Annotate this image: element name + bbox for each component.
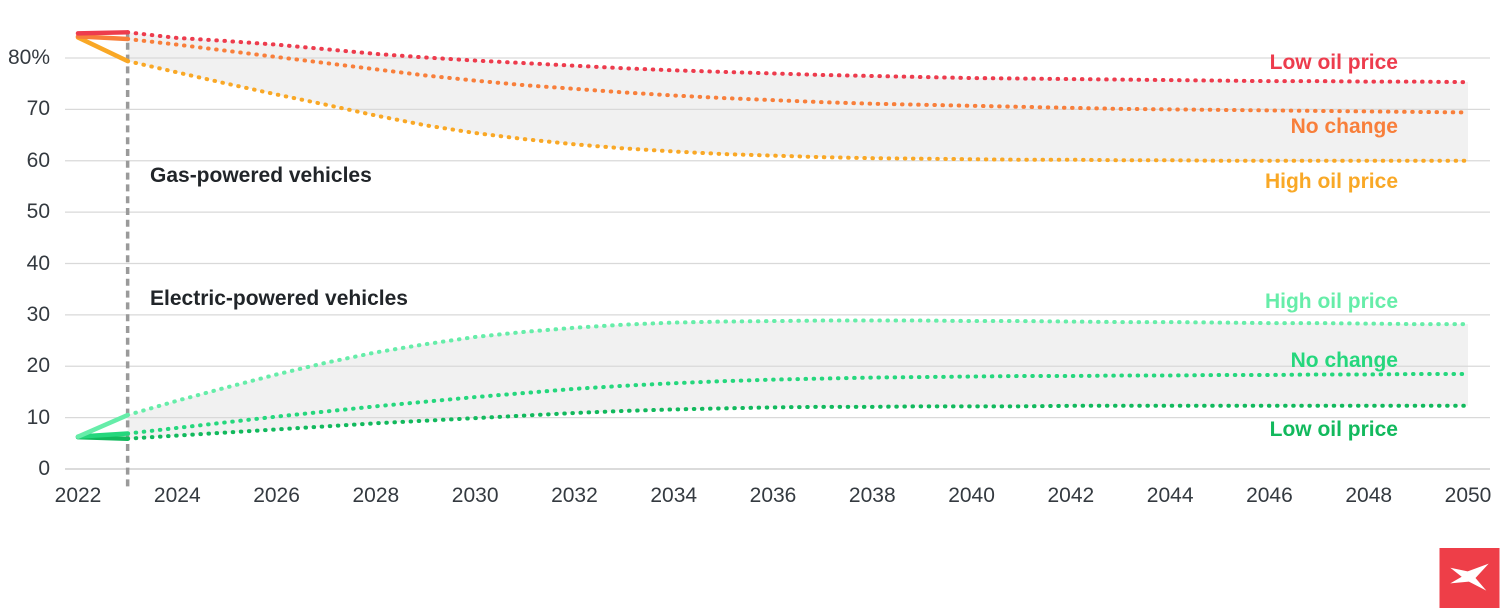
gas-group-label: Gas-powered vehicles <box>150 164 372 187</box>
y-axis-tick: 70 <box>26 97 50 121</box>
xtb-logo-x-bird <box>1450 563 1489 591</box>
legend-gas-high-oil-price: High oil price <box>1264 170 1398 193</box>
x-axis-tick: 2046 <box>1246 484 1293 507</box>
scenario-band <box>127 32 1469 161</box>
series-projection-gas-high-oil-price <box>125 59 1471 163</box>
x-axis-tick: 2024 <box>153 484 201 507</box>
x-axis-tick: 2042 <box>1047 484 1095 507</box>
x-axis-tick: 2026 <box>253 484 300 507</box>
x-axis-tick: 2038 <box>848 484 896 507</box>
x-axis-tick: 2048 <box>1345 484 1393 507</box>
y-axis-tick: 80% <box>7 46 50 69</box>
legend-electric-no-change: No change <box>1290 349 1398 372</box>
electric-group-label: Electric-powered vehicles <box>150 287 408 310</box>
x-axis-tick: 2040 <box>948 484 995 507</box>
series-history-gas-high-oil-price <box>75 35 130 64</box>
y-axis-tick: 20 <box>26 354 50 378</box>
legend-electric-low-oil-price: Low oil price <box>1269 418 1398 441</box>
series-projection-electric-high-oil-price <box>125 318 1471 418</box>
y-axis-tick: 60 <box>26 148 50 172</box>
series-history-electric-high-oil-price <box>75 412 130 439</box>
legend-gas-low-oil-price: Low oil price <box>1269 51 1398 74</box>
series-projection-gas-low-oil-price <box>125 30 1471 85</box>
x-axis-tick: 2034 <box>650 484 698 507</box>
series-history-electric-no-change <box>75 431 130 439</box>
x-axis-tick: 2028 <box>352 484 400 507</box>
y-axis-tick: 50 <box>26 200 50 224</box>
x-axis-tick: 2032 <box>551 484 598 507</box>
series-projection-gas-no-change <box>125 36 1471 115</box>
series-projection-electric-no-change <box>125 371 1471 436</box>
legend-gas-no-change: No change <box>1290 115 1398 138</box>
x-axis-tick: 2050 <box>1444 484 1492 507</box>
xtb-logo-glyph <box>1439 548 1500 608</box>
y-axis-tick: 0 <box>38 457 50 480</box>
x-axis-tick: 2044 <box>1146 484 1194 507</box>
y-axis-tick: 40 <box>26 251 50 275</box>
series-projection-electric-low-oil-price <box>125 403 1471 441</box>
x-axis-tick: 2036 <box>749 484 797 507</box>
series-history-gas-no-change <box>75 34 130 42</box>
x-axis-tick: 2030 <box>451 484 499 507</box>
y-axis-tick: 30 <box>26 302 50 326</box>
xtb-logo <box>1439 548 1500 608</box>
legend-electric-high-oil-price: High oil price <box>1264 290 1398 313</box>
y-axis-tick: 10 <box>26 405 50 429</box>
x-axis-tick: 2022 <box>54 484 102 507</box>
series-history-gas-low-oil-price <box>75 30 130 36</box>
